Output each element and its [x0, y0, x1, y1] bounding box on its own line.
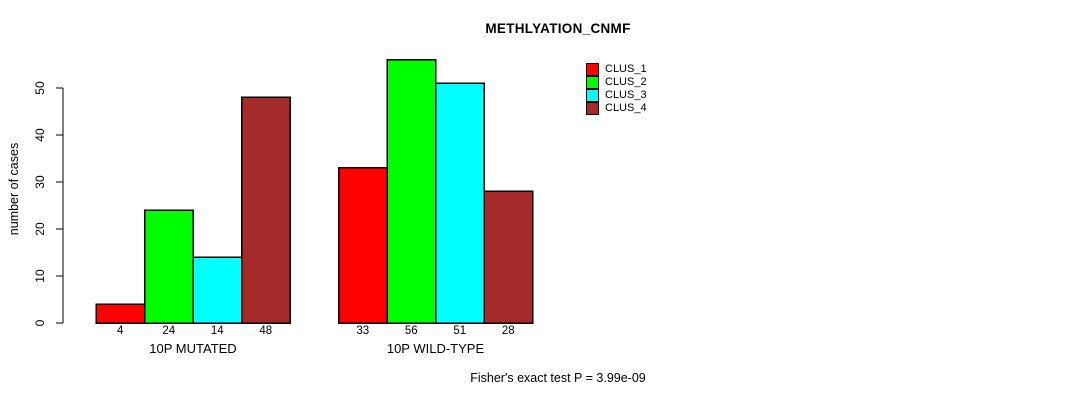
y-tick-label: 10	[33, 269, 47, 283]
fisher-test-annotation: Fisher's exact test P = 3.99e-09	[470, 371, 646, 385]
legend-item-clus-1: CLUS_1	[586, 63, 647, 76]
legend-item-clus-2: CLUS_2	[586, 76, 647, 89]
legend-item-clus-3: CLUS_3	[586, 89, 647, 102]
bar-value-label: 51	[453, 325, 466, 337]
chart-title: METHLYATION_CNMF	[485, 21, 631, 36]
bar-value-label: 4	[117, 325, 124, 337]
bar-value-label: 14	[211, 325, 224, 337]
bar-clus_2-group-2	[386, 59, 437, 324]
legend-label-clus-3: CLUS_3	[605, 89, 647, 101]
legend-item-clus-4: CLUS_4	[586, 102, 647, 115]
bar-value-label: 56	[405, 325, 418, 337]
bar-value-label: 48	[259, 325, 272, 337]
bar-clus_3-group-1	[192, 256, 243, 324]
bar-value-label: 33	[356, 325, 369, 337]
y-tick-label: 40	[33, 128, 47, 142]
bar-clus_3-group-2	[434, 82, 485, 324]
legend-label-clus-1: CLUS_1	[605, 63, 647, 75]
bar-value-label: 28	[502, 325, 515, 337]
x-group-label: 10P MUTATED	[149, 341, 236, 356]
legend-swatch-clus-4	[586, 102, 599, 115]
y-tick-label: 30	[33, 175, 47, 189]
bar-clus_4-group-2	[483, 190, 534, 324]
y-tick-label: 20	[33, 222, 47, 236]
bar-clus_4-group-1	[240, 96, 291, 324]
legend-swatch-clus-1	[586, 63, 599, 76]
legend: CLUS_1 CLUS_2 CLUS_3 CLUS_4	[586, 63, 647, 115]
x-group-label: 10P WILD-TYPE	[387, 341, 485, 356]
legend-swatch-clus-3	[586, 89, 599, 102]
bar-clus_2-group-1	[143, 209, 194, 324]
y-tick-label: 50	[33, 81, 47, 95]
legend-label-clus-4: CLUS_4	[605, 102, 647, 114]
bar-clus_1-group-2	[337, 167, 388, 324]
y-tick-label: 0	[33, 319, 47, 326]
bar-value-label: 24	[162, 325, 175, 337]
legend-swatch-clus-2	[586, 76, 599, 89]
bar-clus_1-group-1	[95, 303, 146, 324]
legend-label-clus-2: CLUS_2	[605, 76, 647, 88]
